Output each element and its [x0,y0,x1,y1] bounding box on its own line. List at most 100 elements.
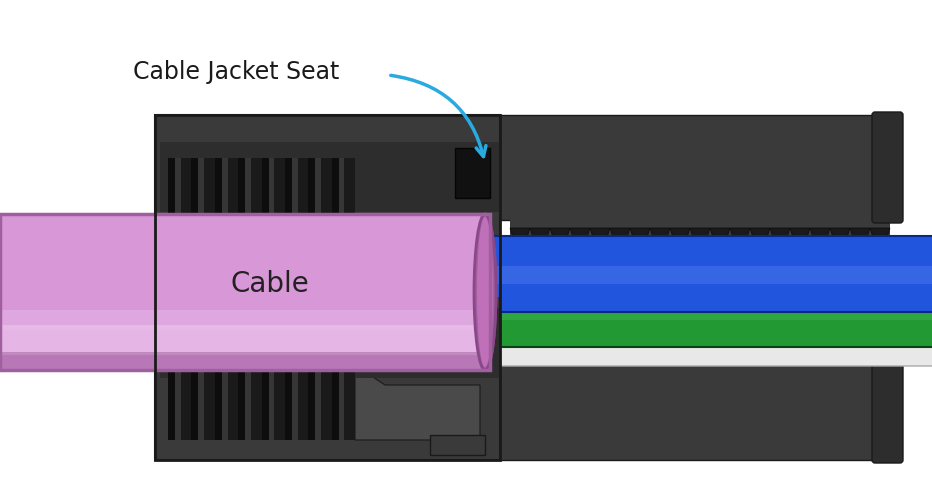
Bar [199,158,204,258]
Bar [238,158,245,258]
Bar [0,214,490,370]
Bar [492,328,932,338]
Polygon shape [650,228,670,258]
Bar [155,115,500,460]
Polygon shape [570,330,590,360]
Bar [155,115,500,460]
Polygon shape [830,228,850,258]
Bar [191,158,199,258]
Bar [332,158,338,258]
Bar [0,325,490,355]
Bar [262,158,268,258]
Polygon shape [850,228,870,258]
Text: Cable Jacket Seat: Cable Jacket Seat [133,60,339,84]
Polygon shape [690,330,710,360]
Polygon shape [630,228,650,258]
Bar [0,310,490,330]
Polygon shape [750,330,770,360]
Bar [199,340,204,440]
Bar [155,141,500,214]
Bar [155,297,500,375]
Bar [262,340,268,440]
Bar [308,340,315,440]
Bar [268,340,274,440]
Polygon shape [630,330,650,360]
Bar [315,340,322,440]
Bar [492,306,932,320]
Polygon shape [610,228,630,258]
Ellipse shape [476,216,494,368]
Bar [199,340,204,440]
Bar [175,340,181,440]
Polygon shape [355,365,480,440]
Bar [238,340,245,440]
Ellipse shape [474,214,496,370]
Polygon shape [590,228,610,258]
Bar [175,158,181,258]
Polygon shape [870,330,890,360]
Polygon shape [790,228,810,258]
FancyBboxPatch shape [482,302,932,366]
Text: Cable: Cable [230,270,309,298]
Bar [214,340,222,440]
Bar [0,214,490,370]
Bar [285,340,292,440]
Bar [168,158,175,258]
Bar [191,340,199,440]
Bar [268,158,274,258]
Bar [0,350,490,370]
Bar [292,340,297,440]
Bar [308,158,315,258]
Polygon shape [510,228,530,258]
Polygon shape [750,228,770,258]
Polygon shape [550,330,570,360]
Bar [315,158,322,258]
Bar [268,158,274,258]
Bar [315,340,322,440]
FancyBboxPatch shape [482,236,932,312]
Bar [332,340,338,440]
Polygon shape [530,330,550,360]
Bar [262,158,268,258]
Bar [175,340,181,440]
Polygon shape [870,228,890,258]
Polygon shape [570,228,590,258]
Polygon shape [710,228,730,258]
Bar [492,266,932,284]
Bar [238,340,245,440]
Bar [199,158,204,258]
Bar [338,340,345,440]
FancyBboxPatch shape [872,112,903,223]
Bar [245,158,251,258]
Bar [214,158,222,258]
Polygon shape [830,330,850,360]
Bar [455,148,490,198]
Bar [222,158,227,258]
Bar [268,340,274,440]
Bar [500,115,890,220]
Polygon shape [670,228,690,258]
Bar [245,158,251,258]
Polygon shape [355,158,480,219]
Bar [238,158,245,258]
Bar [168,158,175,258]
Bar [214,158,222,258]
Bar [338,340,345,440]
Bar [245,340,251,440]
Bar [292,158,297,258]
Bar [292,158,297,258]
Bar [262,340,268,440]
Bar [160,308,500,378]
Bar [0,325,490,355]
Bar [222,340,227,440]
Bar [191,158,199,258]
Bar [191,340,199,440]
Ellipse shape [477,217,493,367]
Polygon shape [810,330,830,360]
Polygon shape [810,228,830,258]
Bar [285,158,292,258]
Bar [455,148,490,198]
Polygon shape [710,330,730,360]
Bar [214,340,222,440]
Polygon shape [850,330,870,360]
